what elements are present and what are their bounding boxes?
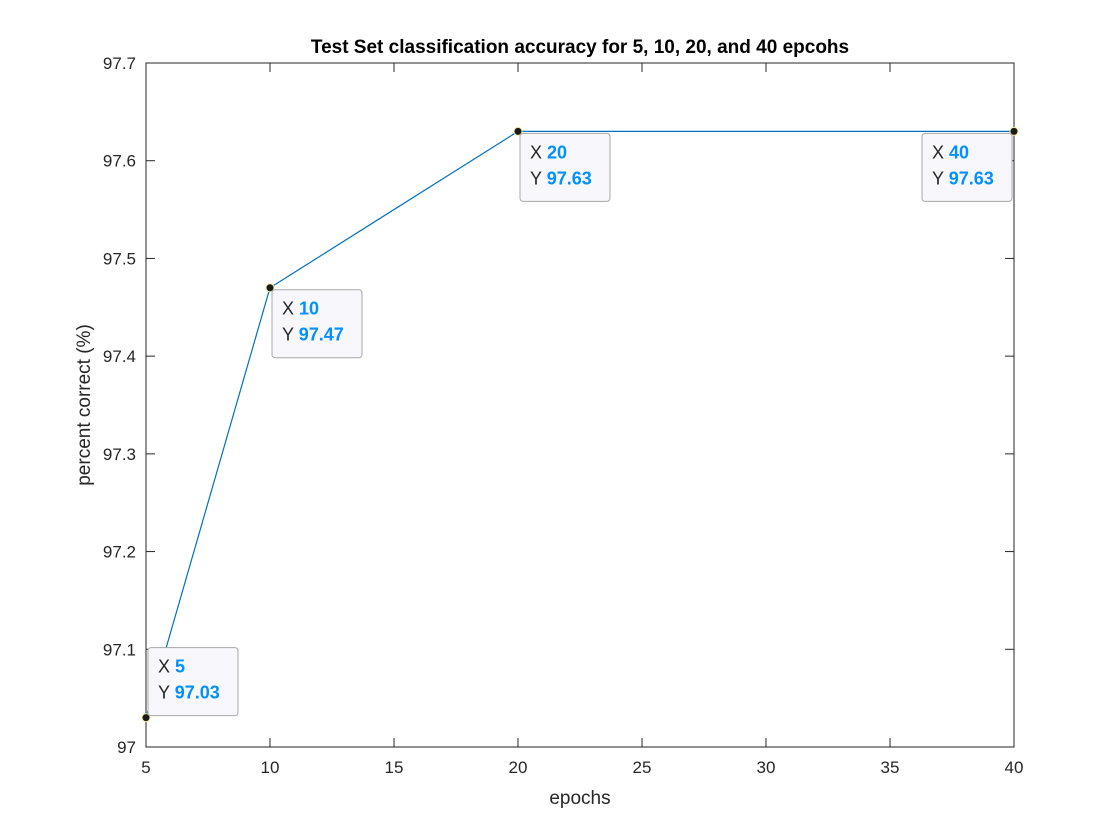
x-tick-label: 25 xyxy=(633,758,652,777)
datatip-y-value: 97.47 xyxy=(299,325,344,345)
y-tick-label: 97.4 xyxy=(103,347,136,366)
y-tick-label: 97.1 xyxy=(103,640,136,659)
data-point[interactable] xyxy=(1009,126,1019,136)
datatip-x-key: X xyxy=(932,142,949,162)
datatip-y-value: 97.63 xyxy=(547,168,592,188)
datatip[interactable]: X 20Y 97.63 xyxy=(519,132,611,202)
datatip-box xyxy=(921,132,1013,202)
series-line xyxy=(145,130,1014,718)
datatip-x-value: 5 xyxy=(175,657,185,677)
x-tick-label: 15 xyxy=(385,758,404,777)
datatip-y-row: Y 97.63 xyxy=(530,168,592,188)
data-point[interactable] xyxy=(513,126,523,136)
axis-ticks: 5 10 15 20 25 30 35 40 97 97.1 97.2 97.3 97.4 97.5 97.… xyxy=(103,54,1024,777)
datatip[interactable]: X 10Y 97.47 xyxy=(271,289,363,359)
datatip-y-value: 97.03 xyxy=(175,683,220,703)
datatip-y-key: Y xyxy=(530,168,547,188)
datatip-y-key: Y xyxy=(282,325,299,345)
y-tick-label: 97.6 xyxy=(103,152,136,171)
datatip-x-key: X xyxy=(530,142,547,162)
x-tick-label: 35 xyxy=(881,758,900,777)
y-tick-label: 97.3 xyxy=(103,445,136,464)
datatip-box xyxy=(147,647,239,717)
datatip[interactable]: X 5Y 97.03 xyxy=(147,647,239,717)
datatip-x-row: X 10 xyxy=(282,299,319,319)
datatip-y-key: Y xyxy=(158,683,175,703)
x-tick-label: 5 xyxy=(141,758,150,777)
x-tick-label: 40 xyxy=(1005,758,1024,777)
x-tick-label: 10 xyxy=(261,758,280,777)
datatip-x-row: X 5 xyxy=(158,657,185,677)
data-point[interactable] xyxy=(141,713,151,723)
datatip-x-row: X 40 xyxy=(932,142,969,162)
x-tick-label: 30 xyxy=(757,758,776,777)
datatip-y-row: Y 97.03 xyxy=(158,683,220,703)
chart-title: Test Set classification accuracy for 5, … xyxy=(311,37,849,58)
y-tick-label: 97.5 xyxy=(103,249,136,268)
datatip-y-row: Y 97.47 xyxy=(282,325,344,345)
datatip-x-value: 40 xyxy=(949,142,969,162)
x-axis-label: epochs xyxy=(549,788,610,809)
datatip-y-row: Y 97.63 xyxy=(932,168,994,188)
datatip-x-key: X xyxy=(158,657,175,677)
datatip-x-value: 10 xyxy=(299,299,319,319)
datatip-x-key: X xyxy=(282,299,299,319)
datatip-layer: X 5Y 97.03X 10Y 97.47X 20Y 97.63X 40Y 97… xyxy=(147,132,1013,717)
datatip-y-key: Y xyxy=(932,168,949,188)
data-point[interactable] xyxy=(265,283,275,293)
y-tick-label: 97 xyxy=(117,738,136,757)
datatip-y-value: 97.63 xyxy=(949,168,994,188)
marker-layer xyxy=(141,126,1019,723)
y-tick-label: 97.7 xyxy=(103,54,136,73)
series-layer xyxy=(145,130,1014,718)
y-axis-label: percent correct (%) xyxy=(74,324,95,486)
datatip-x-value: 20 xyxy=(547,142,567,162)
datatip[interactable]: X 40Y 97.63 xyxy=(921,132,1013,202)
datatip-box xyxy=(271,289,363,359)
datatip-x-row: X 20 xyxy=(530,142,567,162)
y-tick-label: 97.2 xyxy=(103,543,136,562)
x-tick-label: 20 xyxy=(509,758,528,777)
datatip-box xyxy=(519,132,611,202)
